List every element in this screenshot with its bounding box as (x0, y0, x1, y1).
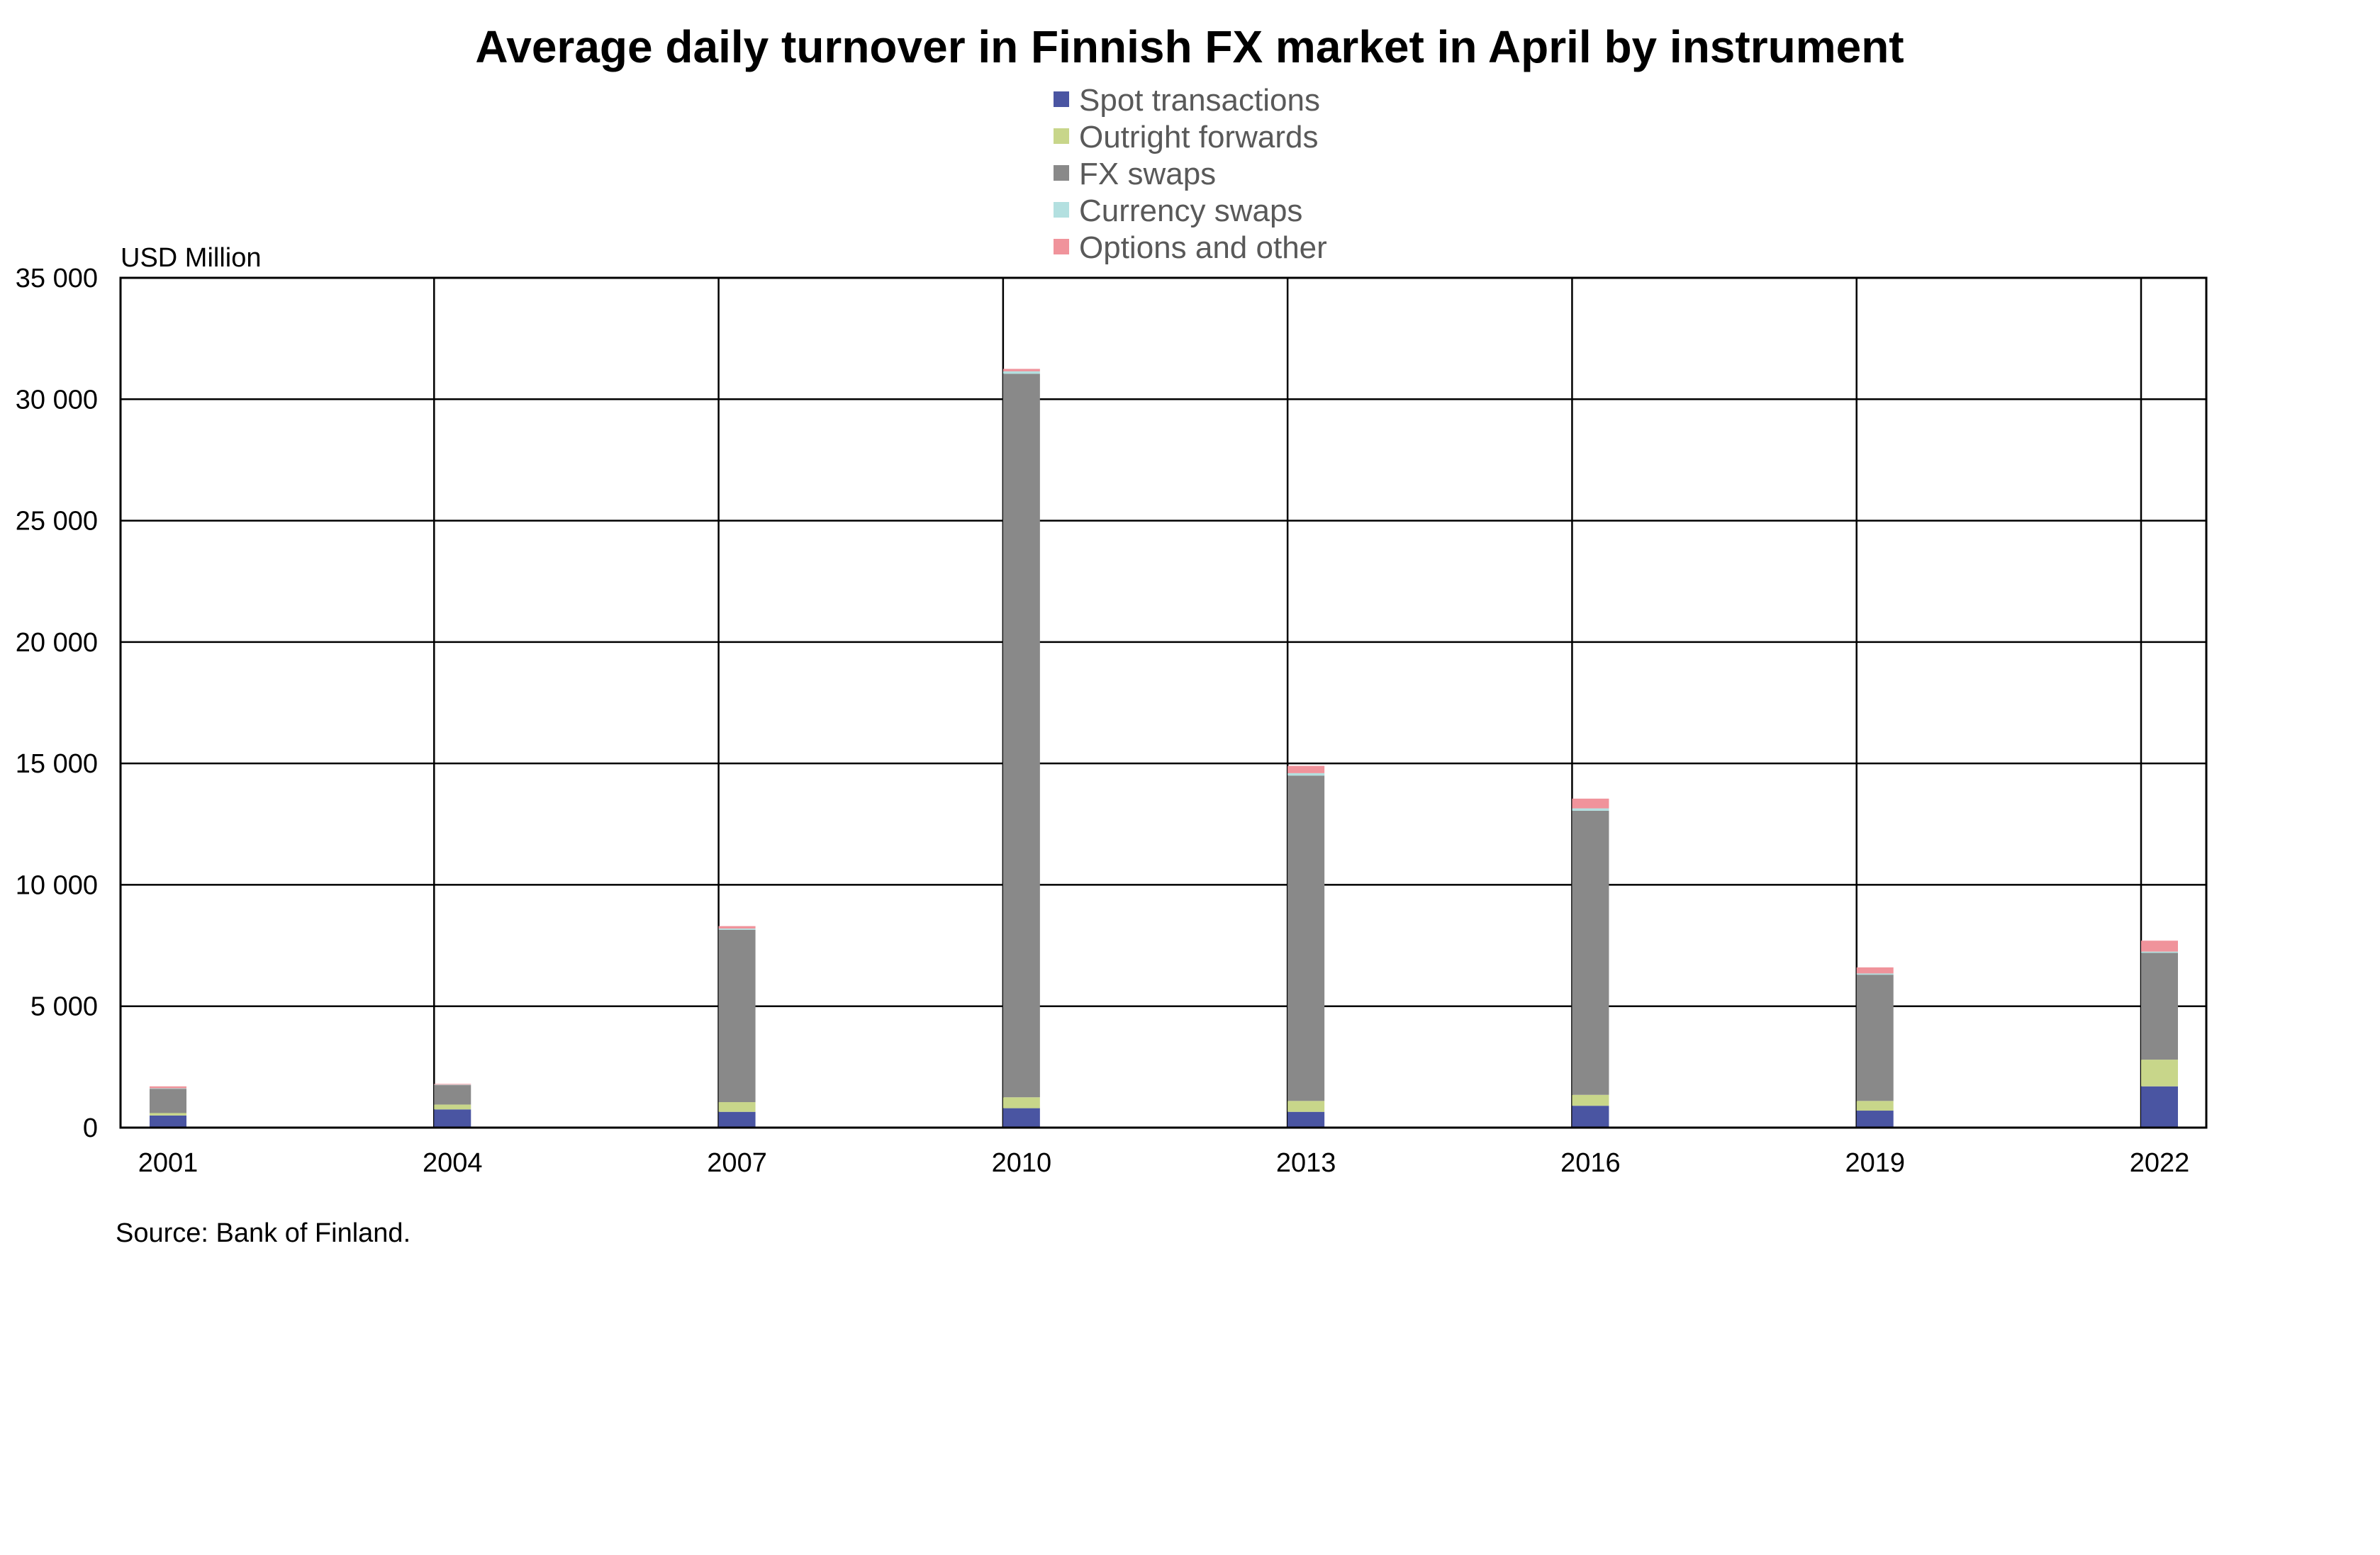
bar-segment (1002, 1108, 1040, 1128)
bar-segment (1572, 810, 1609, 1095)
bar-segment (1856, 1101, 1894, 1111)
bar-segment (150, 1086, 186, 1089)
x-tick-label: 2001 (138, 1148, 199, 1178)
bar-segment (1287, 775, 1325, 1101)
bar-segment (718, 929, 756, 1103)
bars (150, 369, 2178, 1128)
bar-segment (1572, 798, 1609, 809)
y-tick-label: 25 000 (16, 507, 98, 537)
y-tick-label: 15 000 (16, 749, 98, 779)
y-tick-label: 0 (83, 1113, 98, 1143)
x-axis-ticks: 2001 2004 2007 2010 2013 2016 2019 2022 (138, 1148, 2190, 1178)
y-axis-unit-label: USD Million (121, 243, 261, 273)
bar-segment (1856, 973, 1894, 975)
bar-segment (2141, 941, 2178, 952)
bar-segment (718, 1111, 756, 1128)
bar-segment (2141, 1060, 2178, 1087)
bar-segment (1287, 765, 1325, 773)
legend-swatch (1054, 239, 1069, 254)
bar-segment (434, 1084, 471, 1086)
y-tick-label: 35 000 (16, 264, 98, 293)
legend-label: Spot transactions (1079, 83, 1320, 118)
legend-swatch (1054, 128, 1069, 144)
bar-segment (1002, 369, 1040, 371)
bar-segment (718, 1102, 756, 1112)
bar-segment (434, 1085, 471, 1105)
x-tick-label: 2016 (1560, 1148, 1621, 1178)
x-tick-label: 2004 (423, 1148, 483, 1178)
y-axis-ticks: 0 5 000 10 000 15 000 20 000 25 000 30 000 35 0… (16, 264, 98, 1143)
bar-segment (2141, 1086, 2178, 1128)
legend-swatch (1054, 91, 1069, 107)
legend-label: Currency swaps (1079, 193, 1302, 228)
bar-segment (1856, 975, 1894, 1101)
bar-segment (1002, 374, 1040, 1098)
bar-segment (1856, 1111, 1894, 1128)
bar-segment (434, 1104, 471, 1110)
bar-segment (718, 928, 756, 930)
source-note: Source: Bank of Finland. (116, 1218, 410, 1248)
y-tick-label: 5 000 (30, 992, 98, 1022)
y-tick-label: 20 000 (16, 628, 98, 658)
y-tick-label: 10 000 (16, 870, 98, 900)
bar-segment (1287, 1101, 1325, 1112)
plot-frame (119, 276, 2208, 1129)
chart-title: Average daily turnover in Finnish FX mar… (475, 21, 1904, 72)
legend-label: FX swaps (1079, 157, 1216, 191)
bar-segment (1287, 773, 1325, 776)
bar-segment (1572, 1106, 1609, 1128)
legend-label: Outright forwards (1079, 120, 1318, 155)
bar-segment (2141, 953, 2178, 1060)
bar-segment (718, 926, 756, 929)
legend-label: Options and other (1079, 230, 1327, 265)
x-tick-label: 2010 (992, 1148, 1052, 1178)
bar-segment (1856, 967, 1894, 974)
bar-segment (1002, 371, 1040, 374)
bar-segment (1002, 1097, 1040, 1108)
x-tick-label: 2019 (1845, 1148, 1905, 1178)
bar-segment (1287, 1111, 1325, 1128)
x-tick-label: 2022 (2130, 1148, 2190, 1178)
bar-segment (434, 1109, 471, 1128)
legend-swatch (1054, 165, 1069, 181)
legend-swatch (1054, 202, 1069, 218)
bar-segment (2141, 951, 2178, 953)
y-tick-label: 30 000 (16, 385, 98, 415)
x-tick-label: 2013 (1276, 1148, 1336, 1178)
bar-segment (1572, 1094, 1609, 1106)
x-tick-label: 2007 (707, 1148, 767, 1178)
bar-segment (150, 1089, 186, 1113)
bar-segment (150, 1115, 186, 1128)
bar-segment (150, 1113, 186, 1116)
bar-segment (1572, 808, 1609, 811)
